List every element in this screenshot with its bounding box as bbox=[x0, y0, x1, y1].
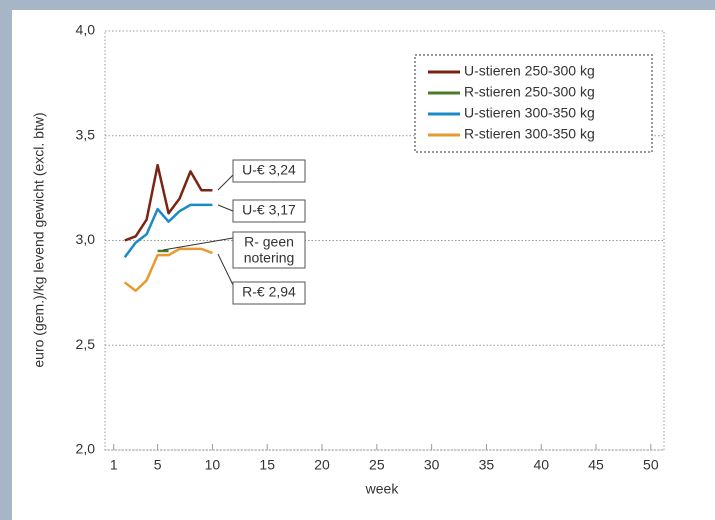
annotation-box bbox=[232, 231, 306, 269]
y-tick-label: 2,0 bbox=[76, 441, 96, 457]
leader-line bbox=[217, 204, 234, 212]
x-tick-label: 10 bbox=[205, 457, 221, 473]
legend-label: U-stieren 300-350 kg bbox=[464, 105, 595, 121]
annotation-box bbox=[232, 159, 306, 183]
x-tick-label: 50 bbox=[643, 457, 659, 473]
annotation-text: R- geen bbox=[244, 234, 294, 250]
y-tick-label: 3,0 bbox=[76, 231, 96, 247]
top-band bbox=[0, 0, 715, 10]
annotation-text: R-€ 2,94 bbox=[242, 284, 296, 300]
x-tick-label: 25 bbox=[369, 457, 385, 473]
left-band bbox=[0, 0, 12, 520]
x-tick-label: 40 bbox=[533, 457, 549, 473]
x-tick-label: 30 bbox=[424, 457, 440, 473]
leader-line bbox=[217, 174, 234, 191]
y-tick-label: 3,5 bbox=[76, 126, 96, 142]
x-tick-label: 1 bbox=[110, 457, 118, 473]
legend-label: R-stieren 250-300 kg bbox=[464, 84, 595, 100]
annotation-text: U-€ 3,24 bbox=[242, 162, 296, 178]
x-axis-label: week bbox=[365, 481, 400, 497]
annotation-box bbox=[232, 199, 306, 223]
y-axis-label: euro (gem.)/kg levend gewicht (excl. btw… bbox=[31, 112, 47, 367]
y-tick-label: 2,5 bbox=[76, 336, 96, 352]
x-tick-label: 15 bbox=[259, 457, 275, 473]
series-line bbox=[124, 163, 213, 242]
x-tick-label: 35 bbox=[479, 457, 495, 473]
x-tick-label: 5 bbox=[154, 457, 162, 473]
x-tick-label: 45 bbox=[588, 457, 604, 473]
x-tick-label: 20 bbox=[314, 457, 330, 473]
leader-line bbox=[217, 253, 234, 286]
annotation-box bbox=[232, 281, 306, 305]
leader-line bbox=[162, 237, 234, 251]
series-line bbox=[123, 247, 213, 293]
annotation-text: U-€ 3,17 bbox=[242, 202, 296, 218]
legend-label: R-stieren 300-350 kg bbox=[464, 126, 595, 142]
legend-label: U-stieren 250-300 kg bbox=[464, 63, 595, 79]
y-tick-label: 4,0 bbox=[76, 22, 96, 38]
series-line bbox=[123, 203, 213, 259]
annotation-text: notering bbox=[244, 250, 295, 266]
